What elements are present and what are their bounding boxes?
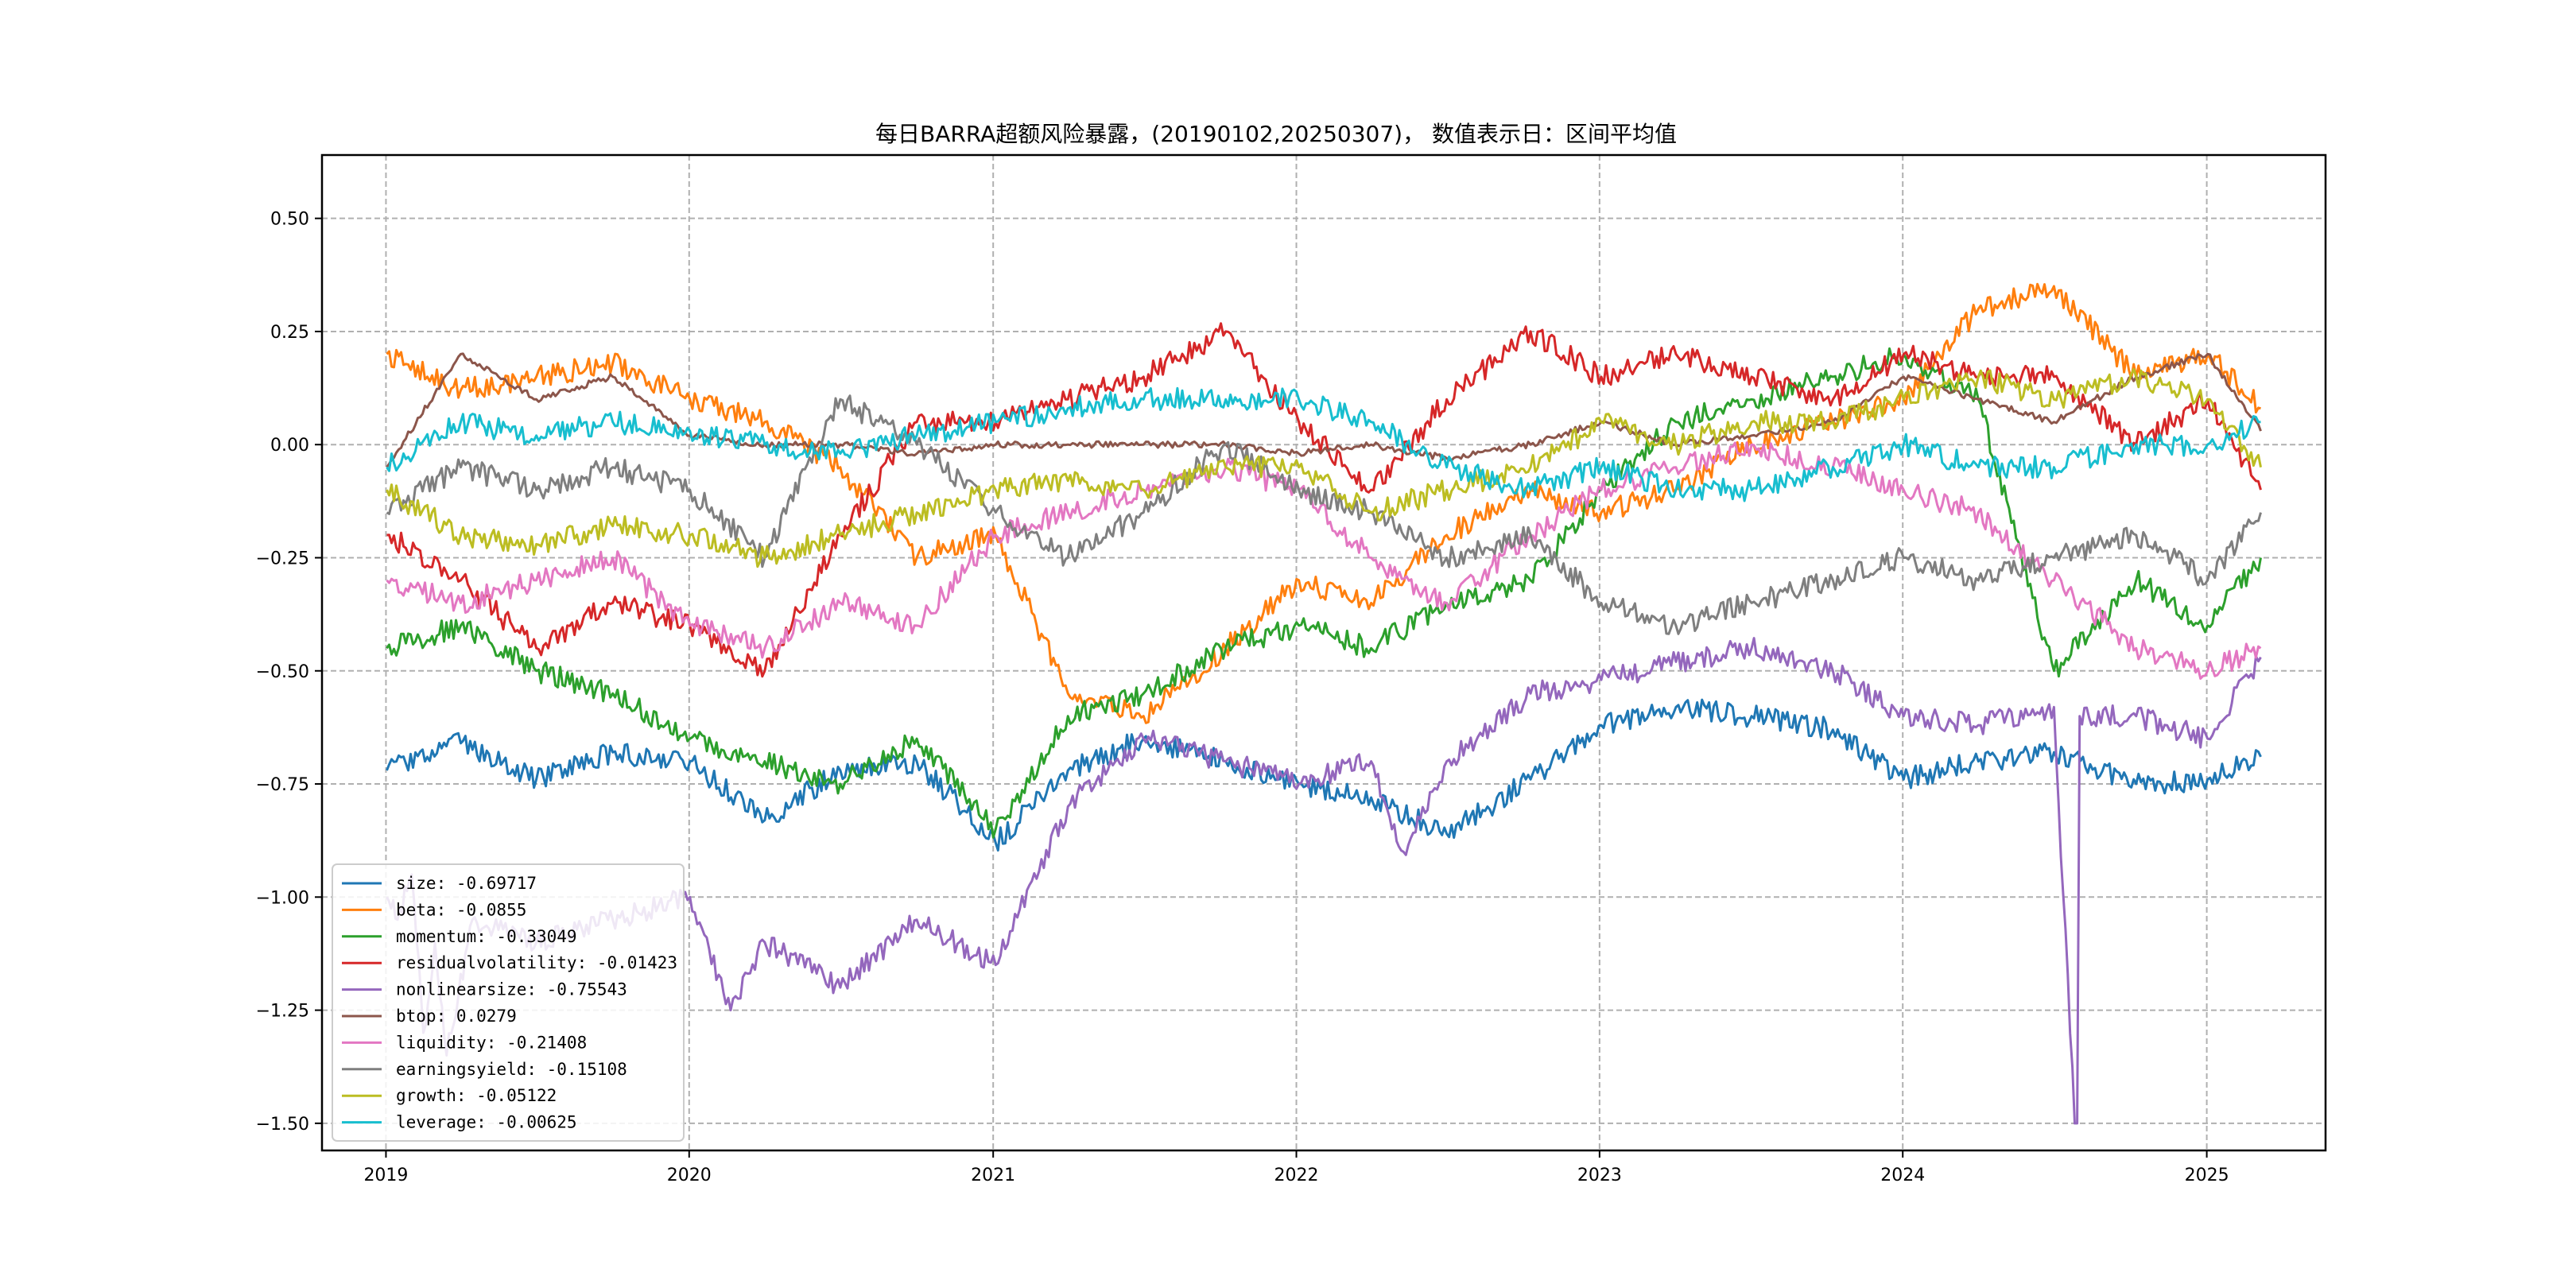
series-line bbox=[386, 441, 2262, 680]
plot-frame bbox=[320, 153, 2327, 1152]
y-axis: 0.50 0.25 0.00 −0.25 −0.50 −0.75 −1.00 −1.25 −1.… bbox=[256, 210, 322, 1135]
legend-label: leverage: -0.00625 bbox=[396, 1113, 577, 1132]
series-line bbox=[386, 394, 2262, 635]
legend-label: beta: -0.0855 bbox=[396, 900, 526, 919]
x-tick-label: 2021 bbox=[971, 1166, 1015, 1185]
y-tick-label: 0.25 bbox=[270, 323, 309, 343]
series-line bbox=[386, 352, 2262, 468]
legend-label: liquidity: -0.21408 bbox=[396, 1033, 587, 1052]
legend-label: size: -0.69717 bbox=[396, 874, 537, 893]
legend: size: -0.69717 beta: -0.0855 momentum: -0.… bbox=[332, 863, 685, 1142]
plot-series bbox=[386, 282, 2262, 1125]
y-tick-label: −1.25 bbox=[256, 1002, 309, 1022]
legend-label: btop: 0.0279 bbox=[396, 1007, 517, 1026]
legend-label: momentum: -0.33049 bbox=[396, 927, 577, 946]
legend-label: earningsyield: -0.15108 bbox=[396, 1060, 627, 1079]
legend-label: nonlinearsize: -0.75543 bbox=[396, 980, 627, 999]
x-axis: 2019 2020 2021 2022 2023 2024 2025 bbox=[363, 1150, 2229, 1185]
x-tick-label: 2020 bbox=[667, 1166, 712, 1185]
series-line bbox=[386, 347, 2262, 839]
legend-label: residualvolatility: -0.01423 bbox=[396, 953, 677, 972]
series-line bbox=[386, 386, 2261, 502]
x-tick-label: 2023 bbox=[1577, 1166, 1622, 1185]
y-tick-label: −0.75 bbox=[256, 775, 309, 795]
legend-label: growth: -0.05122 bbox=[396, 1086, 557, 1105]
x-tick-label: 2019 bbox=[363, 1166, 408, 1185]
series-line bbox=[386, 282, 2261, 724]
y-tick-label: −0.25 bbox=[256, 549, 309, 568]
y-tick-label: −1.00 bbox=[256, 888, 309, 908]
x-tick-label: 2024 bbox=[1880, 1166, 1925, 1185]
legend-box bbox=[332, 863, 685, 1142]
series-line bbox=[386, 637, 2262, 1125]
y-tick-label: 0.50 bbox=[270, 210, 309, 230]
chart-title: 每日BARRA超额风险暴露，(20190102,20250307)， 数值表示日… bbox=[875, 121, 1677, 147]
x-tick-label: 2022 bbox=[1274, 1166, 1319, 1185]
series-line bbox=[386, 698, 2262, 852]
y-tick-label: −0.50 bbox=[256, 662, 309, 682]
y-tick-label: 0.00 bbox=[270, 436, 309, 456]
y-tick-label: −1.50 bbox=[256, 1115, 309, 1135]
x-tick-label: 2025 bbox=[2185, 1166, 2229, 1185]
series-line bbox=[386, 368, 2262, 568]
